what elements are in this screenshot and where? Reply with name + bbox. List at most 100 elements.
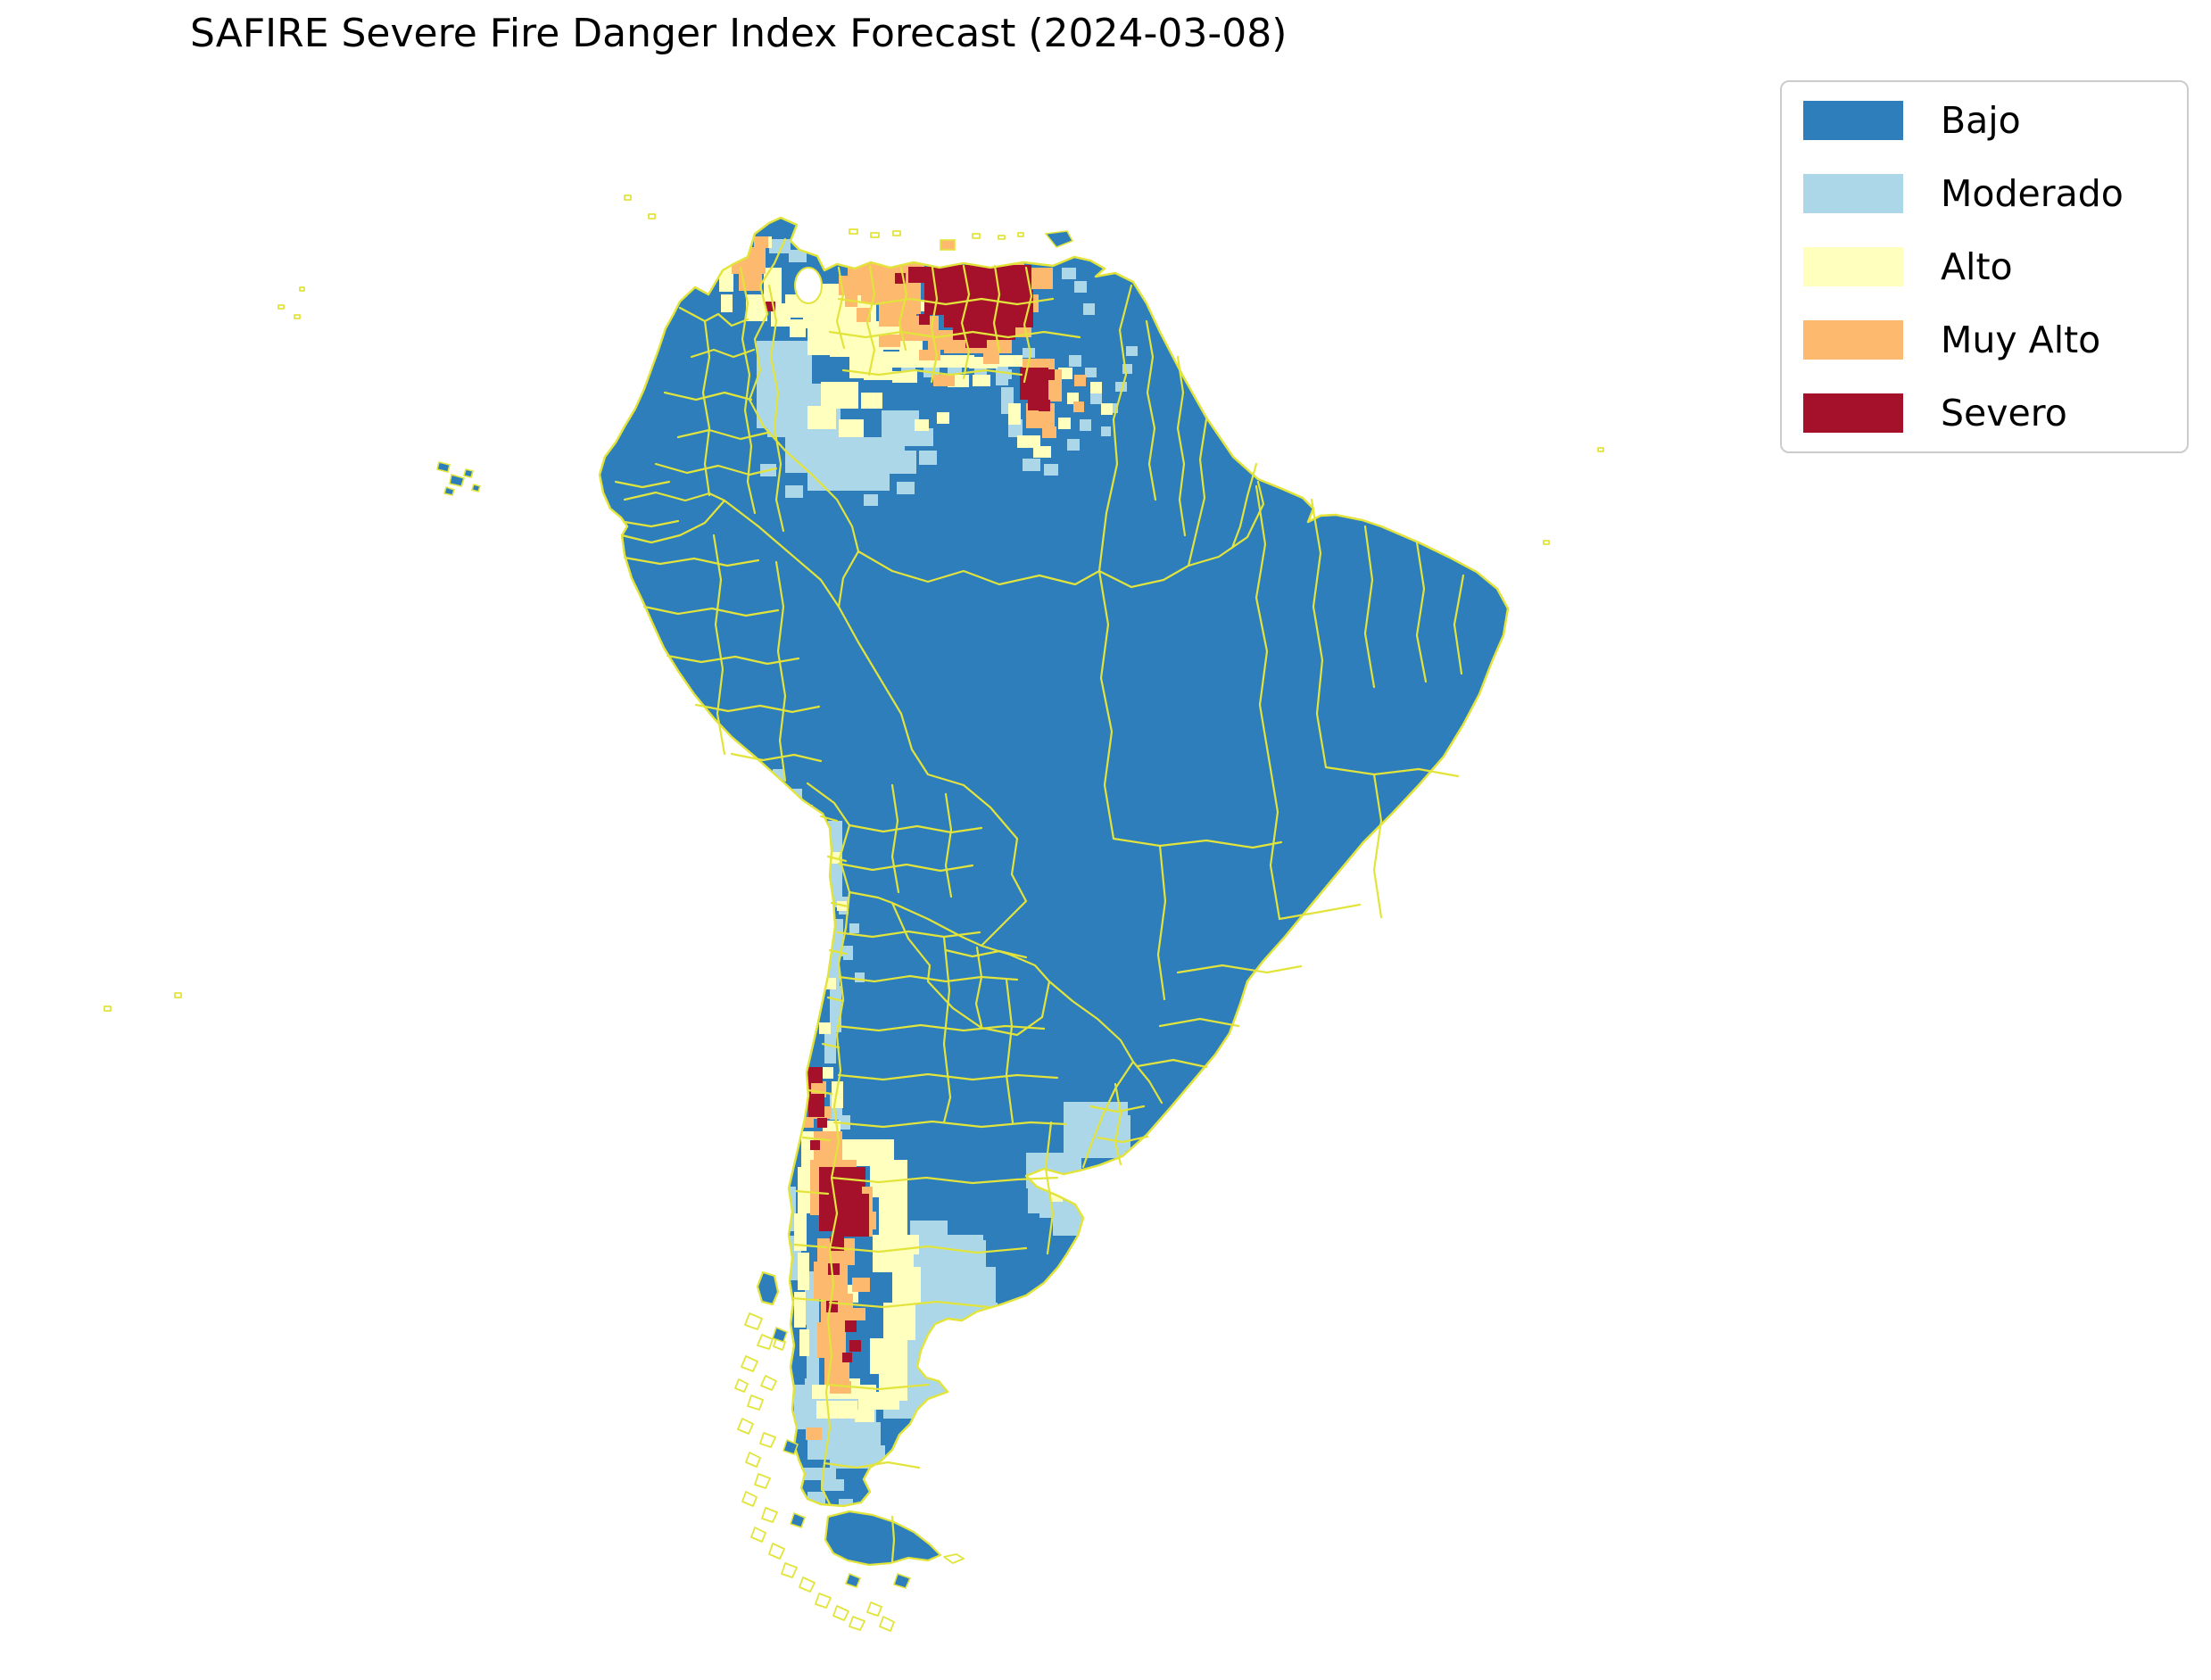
cell-severo xyxy=(1039,400,1050,411)
cell-moderado xyxy=(789,250,807,262)
cell-alto xyxy=(819,1022,831,1034)
cell-muy_alto xyxy=(754,236,768,248)
cell-moderado xyxy=(769,239,791,253)
cell-moderado xyxy=(912,234,935,245)
cell-moderado xyxy=(946,1365,992,1401)
cell-alto xyxy=(861,393,882,409)
cell-alto xyxy=(1101,403,1113,415)
venezuela-states xyxy=(828,264,1081,384)
guyanas-borders xyxy=(1145,319,1187,537)
peru-departments xyxy=(623,534,823,782)
cell-severo xyxy=(919,314,930,325)
cell-moderado xyxy=(1126,346,1138,356)
cell-alto xyxy=(915,419,929,431)
cell-moderado xyxy=(857,1445,885,1463)
cell-alto xyxy=(764,268,782,303)
cell-moderado xyxy=(1023,348,1035,358)
cell-alto xyxy=(892,371,917,383)
cell-muy_alto xyxy=(799,1117,814,1128)
cell-moderado xyxy=(821,1479,844,1491)
cell-alto xyxy=(798,1167,810,1213)
cell-severo xyxy=(849,1340,861,1352)
cell-moderado xyxy=(1080,419,1091,431)
cell-alto xyxy=(1008,403,1021,425)
cell-moderado xyxy=(910,428,933,446)
cell-muy_alto xyxy=(857,308,871,322)
small-islands xyxy=(104,194,1604,1564)
legend-label: Bajo xyxy=(1941,98,2021,142)
cell-alto xyxy=(855,1410,874,1422)
lake-maracaibo xyxy=(794,267,823,304)
cell-moderado xyxy=(1074,281,1087,293)
cell-alto xyxy=(721,294,733,312)
cell-moderado xyxy=(855,972,865,982)
cell-muy_alto xyxy=(852,1278,870,1292)
cell-moderado xyxy=(1044,464,1058,476)
cell-moderado xyxy=(1064,1138,1090,1155)
cell-muy_alto xyxy=(1074,375,1086,386)
cell-alto xyxy=(973,375,990,386)
legend-swatch xyxy=(1803,247,1903,286)
cell-moderado xyxy=(1012,239,1035,251)
cell-moderado xyxy=(1115,382,1127,392)
cell-moderado xyxy=(919,451,937,465)
cell-severo xyxy=(1003,266,1030,278)
cell-moderado xyxy=(843,946,853,960)
cell-alto xyxy=(794,1292,806,1328)
cell-moderado xyxy=(1093,1115,1130,1151)
cell-alto xyxy=(1058,418,1071,429)
cell-alto xyxy=(899,1235,919,1254)
cell-muy_alto xyxy=(1073,401,1084,412)
cell-muy_alto xyxy=(1042,426,1056,438)
cell-alto xyxy=(937,412,949,424)
cell-moderado xyxy=(719,234,732,245)
cell-severo xyxy=(1035,369,1055,380)
cell-alto xyxy=(794,1213,807,1251)
cell-muy_alto xyxy=(713,255,725,266)
legend-label: Severo xyxy=(1941,391,2067,434)
cell-muy_alto xyxy=(879,335,900,347)
cell-moderado xyxy=(1083,303,1095,315)
cell-moderado xyxy=(948,364,962,374)
chilean-fjord-islands xyxy=(734,1312,895,1632)
cell-muy_alto xyxy=(933,375,955,386)
cell-alto xyxy=(807,406,836,429)
legend-swatch xyxy=(1803,101,1903,140)
fjord-blue-islets xyxy=(771,1326,912,1589)
cell-muy_alto xyxy=(981,337,1012,353)
cell-moderado xyxy=(1122,364,1132,374)
cell-alto xyxy=(790,319,806,337)
cell-alto xyxy=(892,1267,921,1304)
cell-alto xyxy=(798,1253,809,1290)
cell-moderado xyxy=(878,239,907,252)
cell-severo xyxy=(845,1320,857,1332)
cell-severo xyxy=(842,1353,852,1362)
legend-label: Muy Alto xyxy=(1941,318,2101,361)
cell-severo xyxy=(805,1067,823,1083)
cell-alto xyxy=(1090,382,1102,393)
cell-alto xyxy=(1472,801,1480,808)
cell-moderado xyxy=(1023,459,1040,471)
legend-swatch xyxy=(1803,320,1903,360)
cell-moderado xyxy=(839,1499,853,1509)
legend-label: Alto xyxy=(1941,244,2013,288)
tierra-del-fuego xyxy=(824,1510,942,1567)
cell-alto xyxy=(799,1329,809,1356)
galapagos-islands xyxy=(436,461,482,496)
cell-severo xyxy=(810,1140,820,1150)
legend-item-severo: Severo xyxy=(1803,393,2165,433)
cell-moderado xyxy=(1069,355,1081,367)
cell-moderado xyxy=(785,485,803,498)
cell-alto xyxy=(870,1338,907,1374)
cell-moderado xyxy=(1085,368,1097,377)
chiloe-island xyxy=(756,1270,780,1306)
cell-alto xyxy=(1067,393,1079,404)
trinidad-island xyxy=(1044,230,1074,248)
cell-muy_alto xyxy=(830,1381,851,1394)
admin-borders xyxy=(614,237,1465,1563)
cell-moderado xyxy=(1101,426,1111,436)
cell-severo xyxy=(828,1263,840,1275)
legend-item-bajo: Bajo xyxy=(1803,101,2165,140)
cell-moderado xyxy=(864,494,878,506)
cell-moderado xyxy=(837,251,855,262)
